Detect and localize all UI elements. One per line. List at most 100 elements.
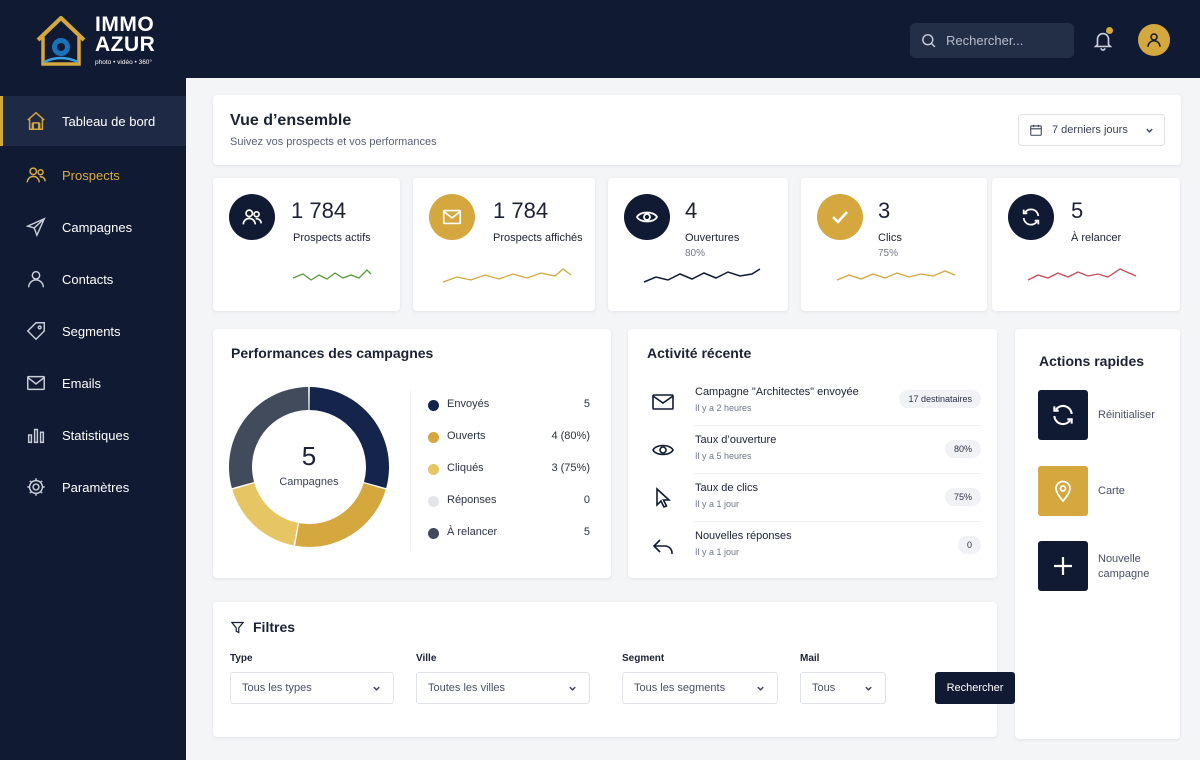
users-icon (242, 209, 262, 225)
section-title: Performances des campagnes (231, 345, 434, 361)
users-icon (26, 167, 46, 183)
brand-tagline: photo • vidéo • 360° (95, 59, 153, 66)
legend-dot (428, 400, 439, 411)
donut-center-label: Campagnes (279, 476, 339, 488)
legend-label: Cliqués (447, 462, 484, 474)
kpi-card[interactable]: 1 784 Prospects affichés (413, 178, 595, 311)
city-select[interactable]: Toutes les villes (416, 672, 590, 704)
kpi-card[interactable]: 5 À relancer (992, 178, 1180, 311)
sidebar-item-label: Emails (62, 375, 102, 391)
legend-label: Envoyés (447, 398, 490, 410)
bar-chart-icon (27, 428, 45, 444)
refresh-icon (1053, 404, 1073, 426)
kpi-icon-badge (229, 194, 275, 240)
activity-badge: 17 destinataires (899, 390, 981, 408)
new-campaign-button[interactable] (1038, 541, 1088, 591)
divider (694, 473, 982, 474)
mail-select[interactable]: Tous (800, 672, 886, 704)
period-select[interactable]: 7 derniers jours (1018, 114, 1165, 146)
search-input[interactable] (946, 33, 1056, 48)
mail-icon (27, 375, 45, 391)
legend-value: 3 (75%) (551, 462, 590, 474)
user-avatar[interactable] (1138, 24, 1170, 56)
activity-item[interactable]: Taux de clics Il y a 1 jour 75% (645, 480, 981, 524)
house-icon (27, 111, 45, 130)
legend-row: À relancer 5 (428, 525, 590, 541)
sidebar: Tableau de bord Prospects Campagnes Cont… (0, 78, 186, 760)
user-icon (27, 270, 45, 288)
chevron-down-icon (569, 686, 576, 691)
send-icon (25, 217, 46, 238)
legend-label: À relancer (447, 526, 498, 538)
legend-row: Ouverts 4 (80%) (428, 429, 590, 445)
sidebar-item-label: Statistiques (62, 427, 130, 443)
legend-dot (428, 528, 439, 539)
sidebar-item-emails[interactable]: Emails (0, 358, 186, 408)
sidebar-item-dashboard[interactable]: Tableau de bord (0, 96, 186, 146)
plus-icon (1054, 557, 1072, 575)
mail-icon (442, 209, 462, 225)
legend-dot (428, 496, 439, 507)
activity-title: Taux de clics (695, 482, 758, 494)
kpi-sparkline (643, 268, 761, 283)
donut-slice-ouverts (295, 483, 386, 547)
activity-badge: 0 (957, 536, 981, 554)
quick-action-label: Nouvelle campagne (1098, 553, 1150, 580)
kpi-card[interactable]: 4 Ouvertures 80% (608, 178, 788, 311)
sidebar-item-statistiques[interactable]: Statistiques (0, 410, 186, 460)
kpi-label: À relancer (1071, 232, 1122, 244)
legend-row: Réponses 0 (428, 493, 590, 509)
filters-card: Filtres Type Tous les types Ville Toutes… (213, 602, 1015, 737)
search-box[interactable] (910, 23, 1074, 58)
main-content: Vue d’ensemble Suivez vos prospects et v… (186, 78, 1200, 760)
kpi-value: 5 (1071, 198, 1084, 223)
activity-item[interactable]: Campagne "Architectes" envoyée Il y a 2 … (645, 384, 981, 428)
legend-dot (428, 432, 439, 443)
search-button[interactable]: Rechercher (935, 672, 1015, 704)
reply-icon (652, 539, 673, 554)
activity-item[interactable]: Taux d’ouverture Il y a 5 heures 80% (645, 432, 981, 476)
legend-label: Ouverts (447, 430, 486, 442)
filter-label: Type (230, 653, 253, 664)
map-pin-icon (1055, 480, 1071, 503)
tag-icon (26, 322, 45, 341)
cursor-icon (656, 487, 672, 509)
kpi-card[interactable]: 1 784 Prospects actifs (213, 178, 400, 311)
legend-label: Réponses (447, 494, 497, 506)
sidebar-item-campagnes[interactable]: Campagnes (0, 202, 186, 252)
divider (694, 425, 982, 426)
select-value: Tous les segments (634, 682, 726, 694)
donut-slice-cliqu-s (232, 483, 298, 546)
sidebar-item-contacts[interactable]: Contacts (0, 254, 186, 304)
kpi-label: Clics (878, 232, 902, 244)
reset-button[interactable] (1038, 390, 1088, 440)
sidebar-item-label: Campagnes (62, 219, 133, 235)
activity-item[interactable]: Nouvelles réponses Il y a 1 jour 0 (645, 528, 981, 572)
sidebar-item-prospects[interactable]: Prospects (0, 150, 186, 200)
brand-logo[interactable]: IMMO AZUR photo • vidéo • 360° (32, 12, 162, 70)
page-subtitle: Suivez vos prospects et vos performances (230, 136, 437, 148)
kpi-sublabel: 80% (685, 248, 706, 259)
map-button[interactable] (1038, 466, 1088, 516)
filter-label: Ville (416, 653, 437, 664)
quick-action-label: Réinitialiser (1098, 409, 1155, 421)
sidebar-item-segments[interactable]: Segments (0, 306, 186, 356)
kpi-card[interactable]: 3 Clics 75% (801, 178, 987, 311)
activity-time: Il y a 1 jour (695, 547, 740, 557)
activity-title: Nouvelles réponses (695, 530, 792, 542)
kpi-value: 1 784 (291, 198, 347, 223)
refresh-icon (1022, 208, 1040, 226)
legend-value: 5 (583, 526, 590, 538)
donut-slice--relancer (229, 387, 309, 489)
bell-icon (1093, 32, 1113, 51)
legend-dot (428, 464, 439, 475)
overview-card: Vue d’ensemble Suivez vos prospects et v… (213, 95, 1181, 165)
user-icon (1147, 33, 1161, 47)
eye-icon (635, 211, 659, 223)
notifications-button[interactable] (1092, 27, 1114, 52)
kpi-icon-badge (1008, 194, 1054, 240)
segment-select[interactable]: Tous les segments (622, 672, 778, 704)
sidebar-item-parametres[interactable]: Paramètres (0, 462, 186, 512)
brand-name: IMMO AZUR (95, 13, 156, 56)
type-select[interactable]: Tous les types (230, 672, 394, 704)
